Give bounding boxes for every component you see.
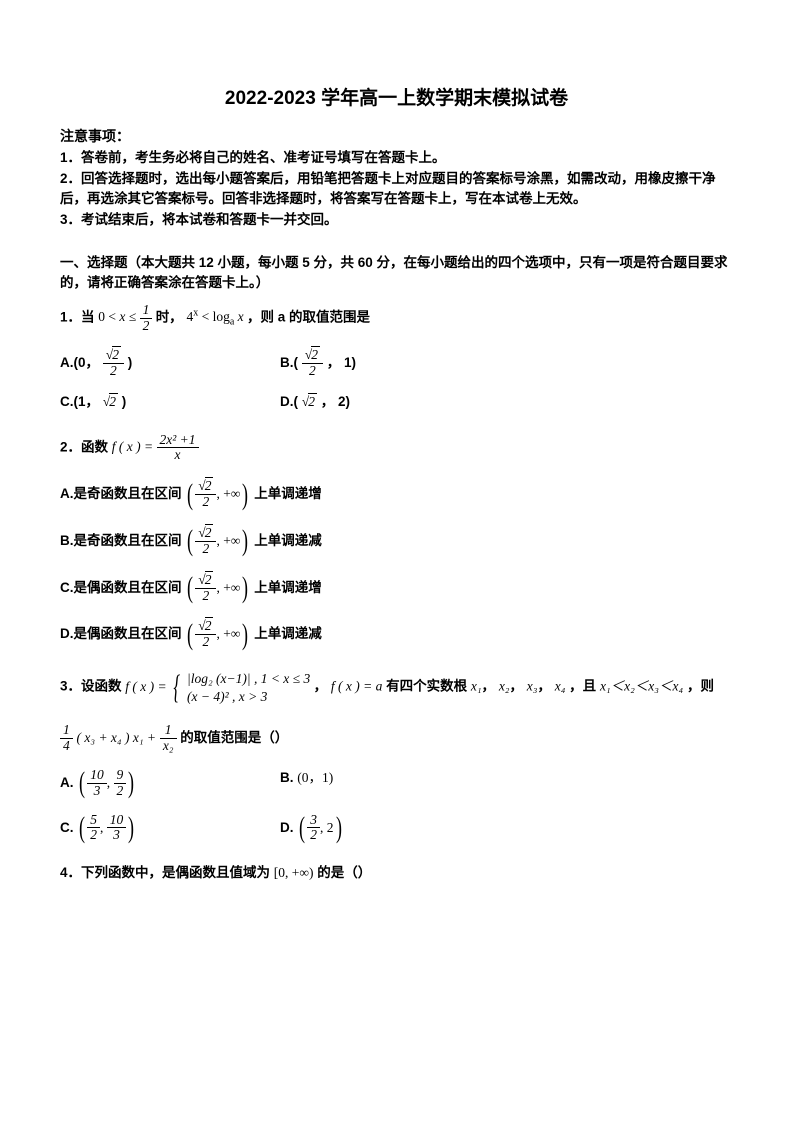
q2-pre: 2．函数	[60, 439, 108, 454]
question-3-line2: 14 ( x₃ + x₄ ) x₁ + 1x₂ 的取值范围是（）	[60, 723, 733, 754]
q3-options-row2: C. (52, 103) D. (32, 2)	[60, 813, 733, 844]
q2-option-b: B.是奇函数且在区间 (22, +∞) 上单调递减	[60, 526, 733, 557]
q2-option-a: A.是奇函数且在区间 (22, +∞) 上单调递增	[60, 479, 733, 510]
q4-stem: 4．下列函数中，是偶函数且值域为	[60, 865, 270, 880]
q3-option-d: D. (32, 2)	[280, 813, 500, 844]
q1-mid: 时，	[156, 309, 183, 324]
question-1: 1．当 0 < x ≤ 12 时， 4x < loga x ，则 a 的取值范围…	[60, 303, 733, 334]
q2-func: f ( x ) = 2x² +1x	[112, 439, 199, 454]
q3-func: f ( x ) = { |log₂ (x−1)| , 1 < x ≤ 3 (x …	[125, 679, 313, 694]
page-container: 2022-2023 学年高一上数学期末模拟试卷 注意事项： 1．答卷前，考生务必…	[0, 0, 793, 923]
q3-pre: 3．设函数	[60, 679, 122, 694]
question-3: 3．设函数 f ( x ) = { |log₂ (x−1)| , 1 < x ≤…	[60, 670, 733, 705]
exam-title: 2022-2023 学年高一上数学期末模拟试卷	[60, 85, 733, 114]
q2-option-c: C.是偶函数且在区间 (22, +∞) 上单调递增	[60, 573, 733, 604]
q1-options-row2: C.(1， 2 ) D.( 2 ， 2)	[60, 392, 733, 412]
q3-options-row1: A. (103, 92) B. (0，1)	[60, 768, 733, 799]
q1-post: ，则 a 的取值范围是	[247, 309, 370, 324]
note-1: 1．答卷前，考生务必将自己的姓名、准考证号填写在答题卡上。	[60, 148, 733, 168]
note-3: 3．考试结束后，将本试卷和答题卡一并交回。	[60, 210, 733, 230]
q1-option-a: A.(0， 22 )	[60, 348, 280, 379]
q1-expr: 4x < loga x	[186, 309, 247, 324]
note-2: 2．回答选择题时，选出每小题答案后，用铅笔把答题卡上对应题目的答案标号涂黑，如需…	[60, 169, 733, 210]
notes-header: 注意事项：	[60, 126, 733, 147]
q3-option-b: B. (0，1)	[280, 768, 500, 799]
q3-option-a: A. (103, 92)	[60, 768, 280, 799]
q3-option-c: C. (52, 103)	[60, 813, 280, 844]
q1-option-d: D.( 2 ， 2)	[280, 392, 500, 412]
q1-option-c: C.(1， 2 )	[60, 392, 280, 412]
q1-ineq: 0 < x ≤ 12	[98, 309, 155, 324]
question-2: 2．函数 f ( x ) = 2x² +1x	[60, 433, 733, 464]
question-4: 4．下列函数中，是偶函数且值域为 [0, +∞) 的是（）	[60, 863, 733, 883]
q1-pre: 1．当	[60, 309, 95, 324]
section-1-header: 一、选择题（本大题共 12 小题，每小题 5 分，共 60 分，在每小题给出的四…	[60, 253, 733, 294]
q1-options-row1: A.(0， 22 ) B.( 22 ， 1)	[60, 348, 733, 379]
q1-option-b: B.( 22 ， 1)	[280, 348, 500, 379]
q2-option-d: D.是偶函数且在区间 (22, +∞) 上单调递减	[60, 619, 733, 650]
